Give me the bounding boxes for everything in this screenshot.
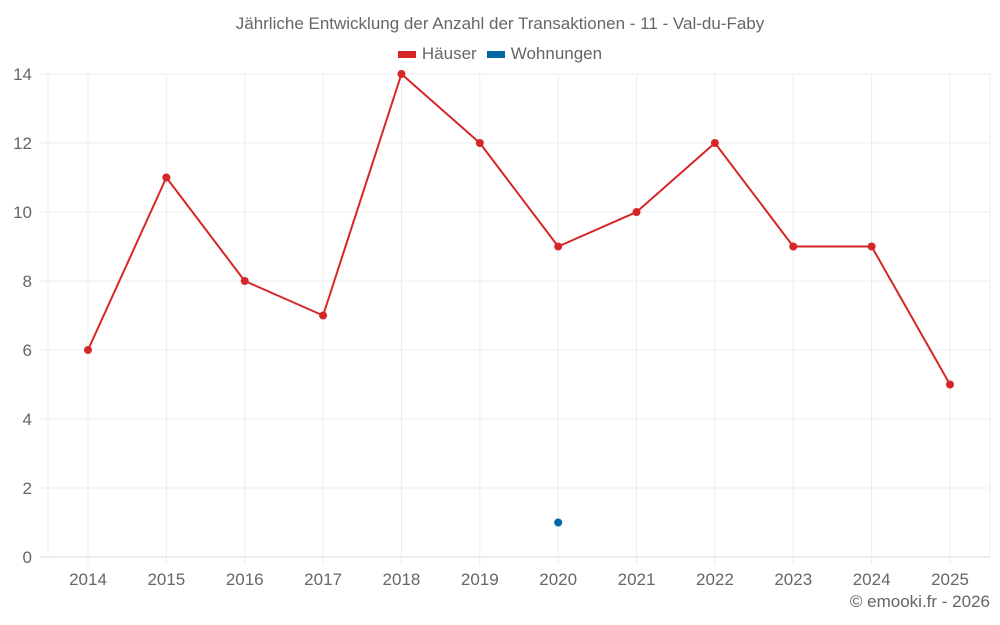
y-tick-label: 8 (23, 272, 32, 291)
legend: Häuser Wohnungen (0, 44, 1000, 64)
legend-item-haeuser[interactable]: Häuser (397, 44, 477, 64)
x-tick-label: 2024 (853, 570, 891, 589)
x-tick-label: 2017 (304, 570, 342, 589)
legend-item-wohnungen[interactable]: Wohnungen (486, 44, 603, 64)
data-point (554, 518, 563, 527)
data-point (710, 139, 719, 147)
y-tick-label: 4 (23, 410, 32, 429)
x-tick-label: 2014 (69, 570, 107, 589)
copyright-credit: © emooki.fr - 2026 (849, 592, 990, 611)
chart-title: Jährliche Entwicklung der Anzahl der Tra… (235, 14, 765, 33)
y-tick-label: 12 (13, 134, 32, 153)
data-point (867, 242, 876, 251)
legend-label: Häuser (421, 44, 477, 63)
series-line-häuser (87, 73, 951, 385)
x-tick-label: 2021 (618, 570, 656, 589)
legend-swatch-icon (486, 50, 505, 58)
data-point (475, 139, 484, 147)
x-tick-label: 2020 (539, 570, 577, 589)
data-point (162, 173, 171, 182)
x-tick-label: 2018 (383, 570, 421, 589)
data-point (319, 311, 328, 320)
y-tick-label: 10 (13, 203, 32, 222)
data-point (554, 242, 563, 251)
data-point (789, 242, 798, 251)
x-tick-label: 2019 (461, 570, 499, 589)
data-point (240, 277, 249, 285)
y-tick-label: 6 (23, 341, 32, 360)
x-tick-label: 2022 (696, 570, 734, 589)
data-point (946, 380, 954, 389)
x-tick-label: 2023 (774, 570, 812, 589)
x-tick-label: 2025 (931, 570, 969, 589)
y-tick-label: 0 (23, 548, 32, 567)
legend-label: Wohnungen (510, 44, 603, 63)
x-tick-label: 2015 (147, 570, 185, 589)
data-point (84, 346, 92, 354)
x-tick-label: 2016 (226, 570, 264, 589)
legend-swatch-icon (397, 50, 416, 58)
data-point (397, 70, 406, 78)
y-tick-label: 14 (13, 65, 32, 84)
data-point (632, 208, 641, 216)
y-tick-label: 2 (23, 479, 32, 498)
